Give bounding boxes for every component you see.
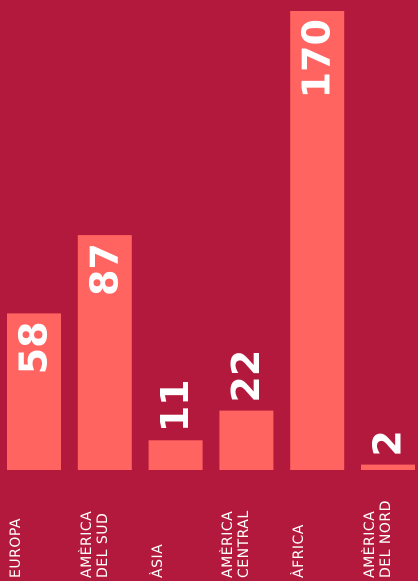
value-label: 87 bbox=[82, 243, 126, 296]
category-label: EUROPA bbox=[8, 518, 24, 578]
bar bbox=[290, 11, 345, 470]
value-label: 58 bbox=[12, 321, 56, 374]
value-label: 170 bbox=[295, 19, 339, 98]
value-label: 22 bbox=[224, 350, 268, 403]
category-label: ÀFRICA bbox=[291, 524, 308, 578]
category-label: ÀSIA bbox=[149, 543, 166, 578]
category-label: AMÈRICA DEL NORD bbox=[362, 500, 394, 578]
bar bbox=[7, 313, 61, 470]
value-label: 2 bbox=[366, 430, 410, 456]
plot: 58 87 11 22 170 2 bbox=[7, 11, 415, 470]
category-label: AMÈRICA DEL SUD bbox=[78, 510, 111, 578]
bar bbox=[219, 410, 274, 470]
bar bbox=[361, 464, 415, 470]
category-label: AMÈRICA CENTRAL bbox=[220, 510, 253, 578]
bar bbox=[148, 440, 203, 470]
bar bbox=[77, 235, 132, 470]
value-label: 11 bbox=[153, 379, 197, 432]
